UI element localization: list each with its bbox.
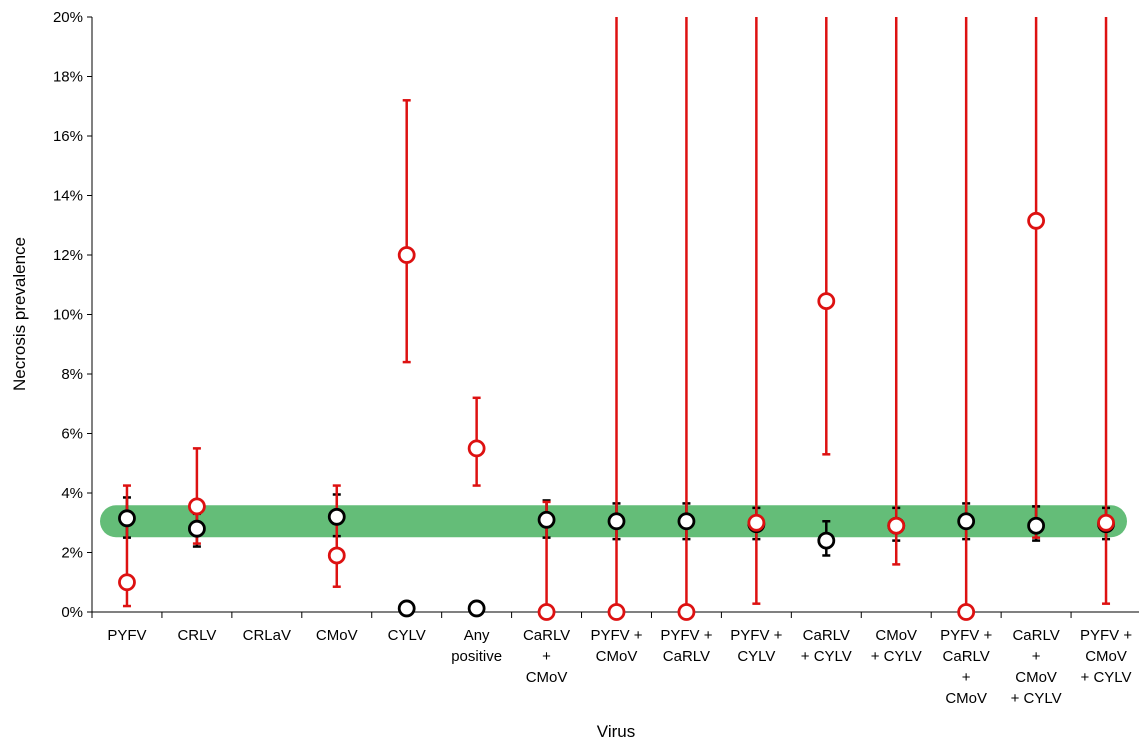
y-tick-label: 10% [53,307,83,324]
data-point [817,292,836,311]
y-tick-label: 0% [61,604,83,621]
y-tick-label: 12% [53,247,83,264]
x-category-label: CYLV [388,627,426,644]
x-category-label: CMoV + CYLV [871,627,922,665]
x-category-label: CMoV [316,627,358,644]
x-category-label: PYFV + CMoV + CYLV [1080,627,1132,686]
x-category-label: PYFV + CYLV [730,627,782,665]
x-category-label: PYFV [107,627,146,644]
x-category-label: PYFV + CaRLV + CMoV [940,627,992,707]
x-category-label: Any positive [451,627,502,665]
data-point [1027,211,1045,230]
data-point [957,603,976,621]
y-tick-label: 16% [53,128,83,145]
y-tick-label: 18% [53,69,83,86]
y-tick-label: 20% [53,9,83,26]
data-point [1097,513,1115,532]
data-point [677,603,696,621]
x-category-label: CaRLV + CYLV [801,627,852,665]
y-tick-label: 8% [61,366,83,383]
data-point [397,599,416,618]
data-point [537,603,556,621]
x-category-label: CaRLV + CMoV [523,627,570,686]
y-axis-title: Necrosis prevalence [10,237,29,391]
data-point [1027,516,1045,535]
data-point [747,513,766,532]
y-tick-label: 6% [61,426,83,443]
data-point [887,516,906,535]
x-category-label: CRLV [177,627,216,644]
x-axis-title: Virus [597,722,635,741]
data-point [607,603,626,621]
points [118,211,1115,621]
x-category-label: PYFV + CMoV [590,627,642,665]
y-tick-label: 4% [61,485,83,502]
y-tick-label: 14% [53,188,83,205]
data-point [187,519,206,538]
data-point [677,512,696,531]
x-category-label: CRLaV [243,627,291,644]
data-point [537,510,556,529]
data-point [817,531,836,550]
data-point [327,546,346,565]
y-tick-label: 2% [61,545,83,562]
data-point [397,246,416,264]
x-category-label: PYFV + CaRLV [660,627,712,665]
data-point [467,439,486,458]
data-point [118,573,136,592]
x-category-label: CaRLV + CMoV + CYLV [1011,627,1062,707]
data-point [187,497,206,516]
x-axis-ticks: PYFV CRLV CRLaV CMoV CYLV Any positive CaRLV + CM… [91,612,1132,707]
data-point [957,512,976,531]
data-point [327,507,346,526]
data-point [607,512,626,531]
data-point [118,509,136,528]
y-axis-ticks: 0% 2% 4% 6% 8% 10% 12% 14% 16% 18% 20% [53,9,92,621]
data-point [467,599,486,618]
